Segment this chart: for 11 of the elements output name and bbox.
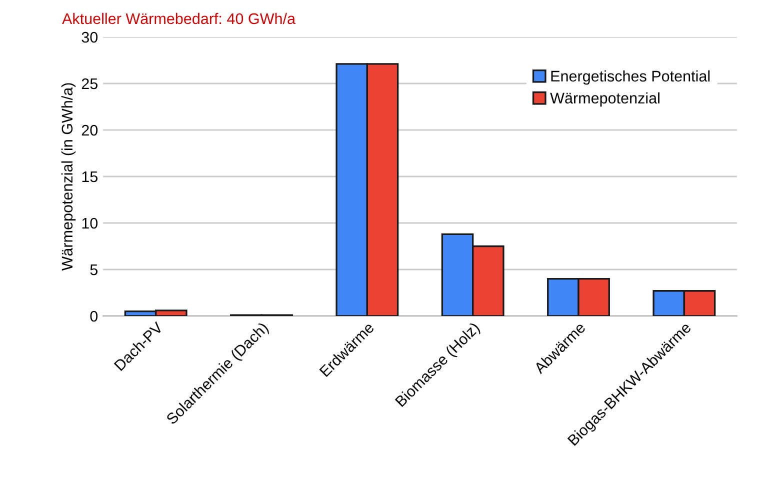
legend-label: Wärmepotenzial: [550, 92, 660, 107]
y-tick-label: 30: [82, 32, 98, 43]
text: Aktueller Wärmebedarf: 40 GWh/a: [62, 12, 296, 24]
y-tick-label: 0: [90, 310, 98, 322]
y-axis-title: Wärmepotenzial (in GWh/a): [61, 83, 76, 271]
legend-label: Energetisches Potential: [551, 70, 710, 85]
y-tick-label: 10: [82, 218, 98, 229]
y-tick-label: 20: [82, 124, 98, 136]
y-tick-label: 25: [82, 78, 98, 90]
y-tick-label: 15: [82, 172, 98, 182]
y-tick-label: 5: [90, 264, 98, 276]
